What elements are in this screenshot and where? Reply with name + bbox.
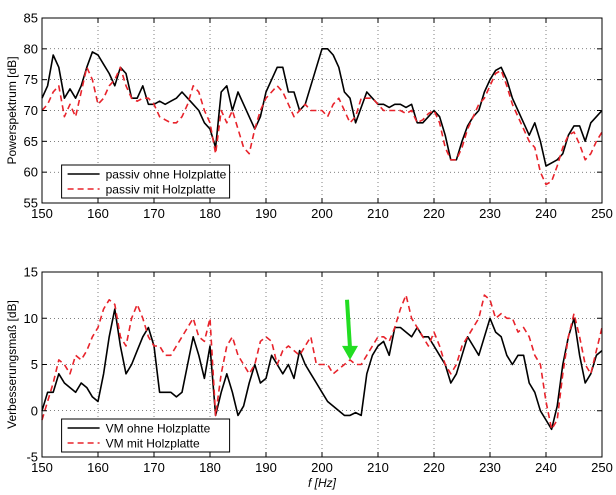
- legend: VM ohne Holzplatte VM mit Holzplatte: [61, 418, 231, 453]
- y-tick-label: 15: [24, 265, 38, 280]
- x-tick-label: 170: [143, 206, 165, 221]
- y-tick-label: 70: [24, 103, 38, 118]
- x-tick-label: 200: [311, 460, 333, 475]
- x-tick-label: 240: [535, 460, 557, 475]
- legend-box: [61, 164, 231, 199]
- x-tick-label: 180: [199, 206, 221, 221]
- power-spectrum-plot: 150 160 170 180 190 200 210 220 230 240 250 55 60 65 7…: [5, 11, 613, 222]
- annotation-arrow-head: [342, 345, 358, 360]
- y-tick-label: 10: [24, 311, 38, 326]
- legend-label-vm-ohne: VM ohne Holzplatte: [106, 422, 211, 436]
- x-tick-label: 230: [479, 460, 501, 475]
- y-axis-label: Powerspektrum [dB]: [5, 56, 19, 164]
- x-tick-label: 220: [423, 206, 445, 221]
- x-tick-label: 250: [591, 206, 613, 221]
- x-tick-label: 210: [367, 206, 389, 221]
- legend-label-passiv-ohne: passiv ohne Holzplatte: [106, 168, 227, 182]
- x-tick-label: 220: [423, 460, 445, 475]
- x-tick-label: 170: [143, 460, 165, 475]
- x-tick-label: 160: [87, 460, 109, 475]
- y-tick-label: 60: [24, 165, 38, 180]
- x-tick-label: 240: [535, 206, 557, 221]
- x-tick-label: 200: [311, 206, 333, 221]
- series-line-1: [41, 66, 603, 186]
- legend: passiv ohne Holzplatte passiv mit Holzpl…: [61, 164, 231, 199]
- x-tick-label: 230: [479, 206, 501, 221]
- legend-box: [61, 418, 231, 453]
- legend-label-vm-mit: VM mit Holzplatte: [106, 437, 200, 451]
- series-line-1: [41, 294, 603, 431]
- legend-label-passiv-mit: passiv mit Holzplatte: [106, 183, 216, 197]
- x-tick-label: 190: [255, 206, 277, 221]
- plot-area: 150 160 170 180 190 200 210 220 230 240 250 55 60 65 7…: [24, 11, 613, 222]
- x-tick-label: 150: [31, 206, 53, 221]
- y-tick-label: 5: [31, 357, 38, 372]
- y-tick-label: -5: [26, 450, 38, 465]
- x-tick-label: 180: [199, 460, 221, 475]
- y-tick-label: 0: [31, 403, 38, 418]
- y-tick-label: 85: [24, 11, 38, 26]
- plot-area: 150 160 170 180 190 200 210 220 230 240 250 -5 0 5 10 1…: [24, 265, 613, 476]
- x-tick-label: 250: [591, 460, 613, 475]
- x-tick-label: 160: [87, 206, 109, 221]
- improvement-plot: 150 160 170 180 190 200 210 220 230 240 250 -5 0 5 10 1…: [5, 265, 613, 491]
- y-tick-label: 80: [24, 41, 38, 56]
- x-tick-label: 190: [255, 460, 277, 475]
- x-axis-label: f [Hz]: [308, 476, 337, 490]
- y-tick-label: 75: [24, 72, 38, 87]
- y-tick-label: 55: [24, 196, 38, 211]
- y-tick-label: 65: [24, 134, 38, 149]
- y-axis-label: Verbesserungsmaß [dB]: [5, 300, 19, 429]
- series-line-0: [41, 308, 603, 431]
- series-line-0: [41, 48, 603, 167]
- x-tick-label: 210: [367, 460, 389, 475]
- annotation-arrow-shaft: [345, 299, 352, 348]
- x-tick-label: 150: [31, 460, 53, 475]
